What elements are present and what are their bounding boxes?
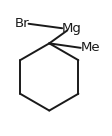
- Text: Mg: Mg: [62, 22, 82, 35]
- Text: Me: Me: [81, 41, 100, 54]
- Text: Br: Br: [15, 17, 29, 30]
